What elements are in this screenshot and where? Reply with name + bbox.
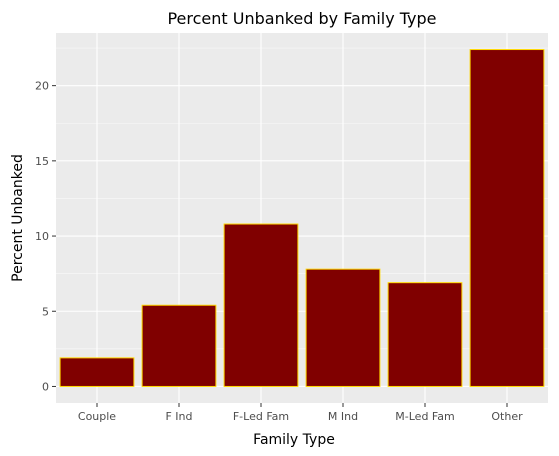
y-tick-label: 0 bbox=[42, 380, 49, 393]
y-tick-label: 20 bbox=[35, 80, 49, 93]
y-tick-label: 15 bbox=[35, 155, 49, 168]
bar-f-ind bbox=[142, 305, 216, 386]
x-tick-label: F Ind bbox=[165, 410, 192, 423]
x-axis-title: Family Type bbox=[253, 432, 335, 448]
bar-m-led-fam bbox=[388, 283, 462, 387]
x-tick-label: M-Led Fam bbox=[395, 410, 454, 423]
y-axis-ticks: 0 5 10 15 20 bbox=[35, 80, 56, 394]
bar-f-led-fam bbox=[224, 224, 298, 386]
bar-other bbox=[470, 50, 544, 387]
bar-couple bbox=[60, 358, 134, 387]
x-axis-ticks: Couple F Ind F-Led Fam M Ind M-Led Fam Other bbox=[78, 403, 523, 423]
x-tick-label: F-Led Fam bbox=[233, 410, 289, 423]
y-tick-label: 10 bbox=[35, 230, 49, 243]
chart-title: Percent Unbanked by Family Type bbox=[167, 9, 436, 28]
bar-m-ind bbox=[306, 269, 380, 386]
y-tick-label: 5 bbox=[42, 305, 49, 318]
x-tick-label: M Ind bbox=[328, 410, 358, 423]
x-tick-label: Couple bbox=[78, 410, 116, 423]
y-axis-title: Percent Unbanked bbox=[10, 154, 26, 282]
x-tick-label: Other bbox=[491, 410, 523, 423]
